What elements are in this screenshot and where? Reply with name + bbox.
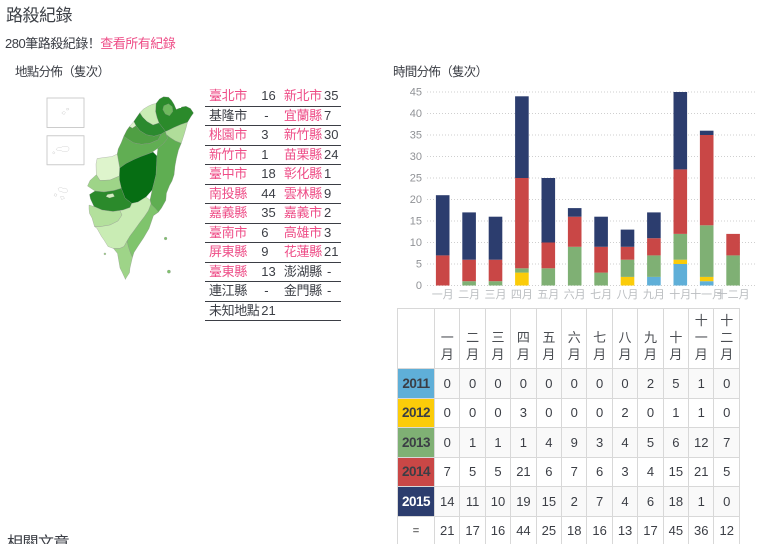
- svg-text:10: 10: [410, 237, 422, 249]
- svg-text:三月: 三月: [485, 289, 507, 301]
- svg-text:25: 25: [410, 173, 422, 185]
- svg-text:35: 35: [410, 130, 422, 142]
- svg-text:四月: 四月: [511, 289, 533, 301]
- svg-text:十月: 十月: [669, 287, 691, 301]
- svg-text:30: 30: [410, 151, 422, 163]
- svg-text:七月: 七月: [590, 288, 612, 301]
- svg-text:一月: 一月: [432, 289, 454, 301]
- svg-text:二月: 二月: [458, 289, 480, 301]
- svg-text:20: 20: [410, 194, 422, 206]
- svg-text:5: 5: [416, 259, 422, 271]
- svg-text:九月: 九月: [643, 288, 665, 301]
- svg-text:十一月: 十一月: [690, 287, 723, 301]
- svg-text:十二月: 十二月: [717, 287, 750, 301]
- svg-text:八月: 八月: [617, 289, 639, 301]
- svg-text:五月: 五月: [537, 289, 559, 301]
- svg-text:0: 0: [416, 280, 422, 292]
- svg-text:六月: 六月: [564, 288, 586, 301]
- svg-text:40: 40: [410, 108, 422, 120]
- svg-text:15: 15: [410, 216, 422, 228]
- svg-text:45: 45: [410, 87, 422, 99]
